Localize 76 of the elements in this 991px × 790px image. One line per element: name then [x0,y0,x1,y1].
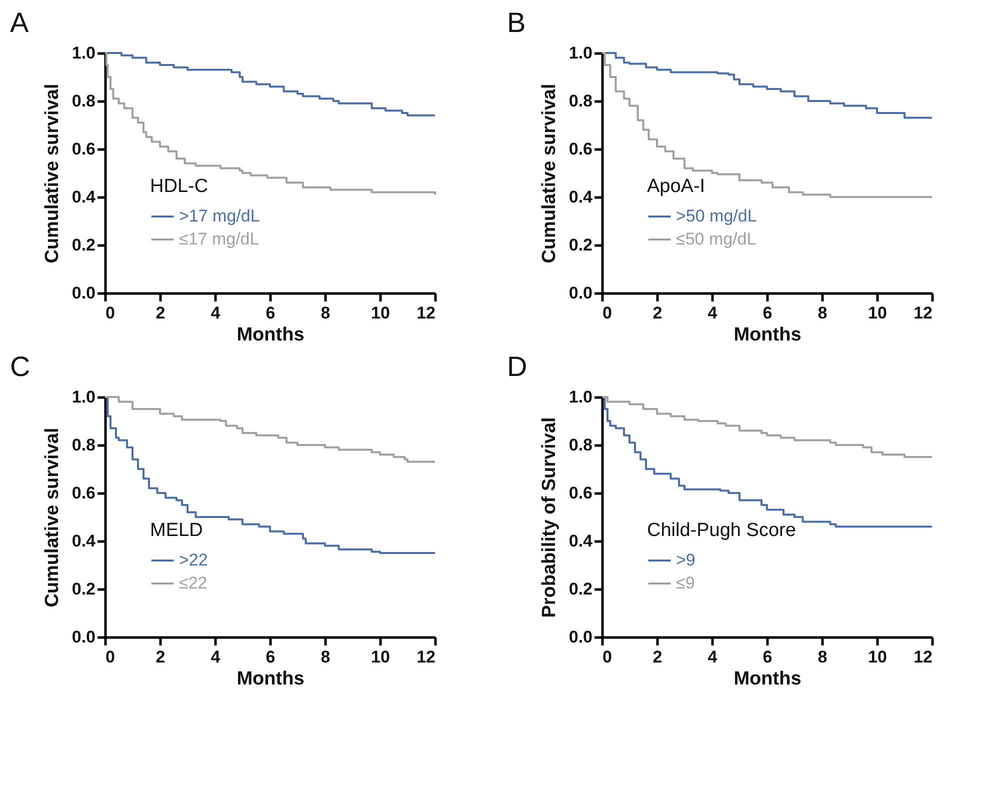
x-tick-label: 6 [266,304,276,322]
y-tick-label: 0.2 [72,580,96,598]
x-tick-label: 6 [266,648,276,666]
y-tick-label: 1.0 [72,44,96,62]
legend-title: ApoA-I [647,176,706,197]
y-tick-label: 0.4 [568,188,594,206]
legend-label: ≤22 [179,574,208,592]
y-tick-label: 0.0 [72,284,96,302]
x-tick-label: 8 [320,648,330,666]
x-tick-label: 4 [210,304,221,322]
x-axis-title: Months [236,324,304,346]
y-axis-title: Cumulative survival [538,84,560,264]
y-tick-label: 0.6 [568,484,592,502]
x-tick-label: 0 [106,648,115,666]
legend-label: >9 [676,550,696,570]
chart-title: A [10,7,29,38]
x-tick-label: 12 [416,648,436,666]
y-tick-label: 0.6 [72,140,96,158]
chart-title: D [507,351,528,382]
x-tick-label: 0 [602,304,612,322]
y-tick-label: 0.0 [568,628,592,646]
x-tick-label: 10 [868,648,887,666]
y-tick-label: 0.4 [72,532,96,550]
x-tick-label: 2 [652,304,662,322]
x-tick-label: 4 [210,648,221,666]
y-axis-title: Cumulative survival [42,428,63,608]
legend-label: ≤50 mg/dL [676,230,756,248]
x-tick-label: 12 [914,304,932,322]
legend-title: Child-Pugh Score [647,520,796,541]
x-tick-label: 2 [652,648,662,666]
legend-label: >17 mg/dL [179,206,260,226]
x-tick-label: 6 [762,304,772,322]
x-axis-title: Months [734,668,802,690]
y-axis-title: Probability of Survival [538,417,560,618]
y-tick-label: 0.8 [568,92,592,110]
legend-label: ≤17 mg/dL [179,230,260,248]
y-axis-title: Cumulative survival [42,84,63,264]
legend-title: HDL-C [150,176,208,197]
x-tick-label: 10 [371,648,390,666]
x-tick-label: 8 [818,304,828,322]
x-tick-label: 8 [320,304,330,322]
x-tick-label: 4 [708,648,718,666]
x-tick-label: 12 [416,304,436,322]
y-tick-label: 1.0 [568,44,592,62]
y-tick-label: 1.0 [568,388,592,406]
x-tick-label: 4 [708,304,718,322]
x-tick-label: 2 [156,648,166,666]
legend-label: >50 mg/dL [676,206,757,226]
x-axis-title: Months [236,668,304,690]
y-tick-label: 0.8 [72,92,96,110]
y-tick-label: 0.0 [568,284,592,302]
legend-title: MELD [150,520,203,541]
y-tick-label: 0.6 [72,484,96,502]
chart-title: B [507,7,526,38]
y-tick-label: 0.4 [72,188,96,206]
y-tick-label: 0.8 [568,436,592,454]
x-tick-label: 0 [106,304,115,322]
legend-label: ≤9 [676,574,695,592]
chart-title: C [10,351,30,382]
legend-label: >22 [179,550,208,570]
x-tick-label: 10 [868,304,887,322]
y-tick-label: 0.2 [72,236,96,254]
x-tick-label: 0 [602,648,612,666]
x-tick-label: 8 [818,648,828,666]
y-tick-label: 0.8 [72,436,96,454]
y-tick-label: 0.6 [568,140,592,158]
x-tick-label: 2 [156,304,166,322]
x-axis-title: Months [734,324,802,346]
y-tick-label: 0.4 [568,532,594,550]
y-tick-label: 1.0 [72,388,96,406]
x-tick-label: 6 [762,648,772,666]
y-tick-label: 0.2 [568,580,592,598]
y-tick-label: 0.0 [72,628,96,646]
y-tick-label: 0.2 [568,236,592,254]
x-tick-label: 12 [914,648,932,666]
x-tick-label: 10 [371,304,390,322]
